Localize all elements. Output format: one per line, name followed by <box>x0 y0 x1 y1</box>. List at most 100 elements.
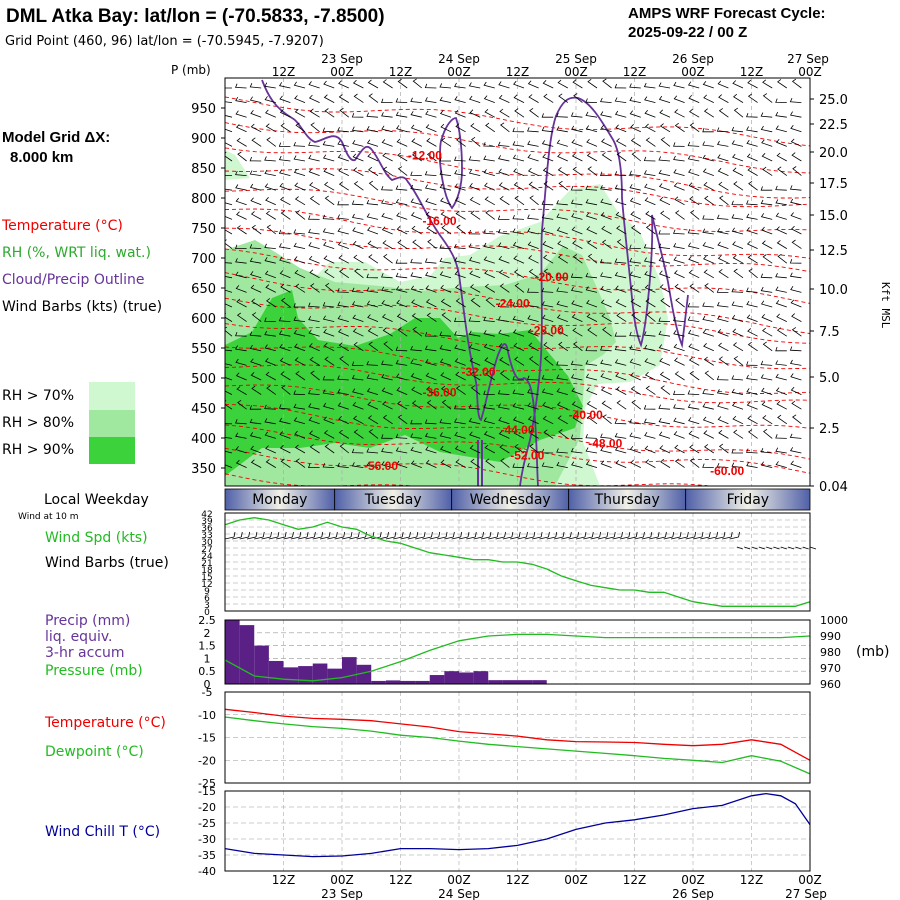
wind-barb <box>585 373 598 381</box>
panel-tick-label: -25 <box>198 777 216 790</box>
wind-barb <box>483 242 495 249</box>
panel-tick-label: 15 <box>201 573 212 583</box>
wind-barb <box>704 195 715 206</box>
wind-barb <box>512 141 525 147</box>
wind-barb <box>483 142 495 147</box>
wind-barb <box>527 241 539 249</box>
wind-barb <box>280 283 291 293</box>
wind-barb <box>586 387 598 395</box>
wind-barb <box>629 184 641 191</box>
wind-barb <box>658 169 671 176</box>
wind-barb <box>746 227 758 235</box>
wind-barb <box>513 80 525 89</box>
wind-barb <box>308 81 320 89</box>
wind-barb <box>790 198 802 206</box>
wind-barb <box>733 268 744 279</box>
wind-barb <box>249 83 262 89</box>
wind-barb <box>351 448 364 454</box>
wind-barb <box>775 212 787 220</box>
cross-section-panel: -56.00 -60.00 -52.00 -48.00 -44.00 -40.00 -36.… <box>191 77 848 495</box>
wind-barb <box>366 126 379 133</box>
wind-barb <box>293 155 306 162</box>
wind-barb <box>309 444 320 454</box>
wind-barb <box>718 429 729 439</box>
wind-barb <box>366 273 379 279</box>
wind-barb <box>498 343 510 352</box>
wind-barb <box>658 418 671 425</box>
wind-barb <box>760 360 773 366</box>
wind-barb <box>225 215 233 220</box>
rh-70-upper-patch <box>225 150 250 180</box>
wind-barb <box>366 448 379 454</box>
wind-barb <box>790 285 802 293</box>
wind-barb <box>760 199 773 206</box>
wind-barb <box>731 200 744 206</box>
wind-barb <box>294 444 306 454</box>
wind-barb <box>366 287 379 293</box>
wind-barb <box>337 402 349 410</box>
wind-barb <box>556 139 568 147</box>
wind-barb <box>225 349 233 352</box>
cross-section-axes: 350 400 450 500 550 600 650 700 750 800 850 900 950 2… <box>191 93 848 495</box>
wind-barb <box>469 357 481 366</box>
pressure-tick-label: 960 <box>820 678 841 691</box>
wind-barb <box>280 458 291 468</box>
wind-barb <box>455 210 466 220</box>
surface-wind-barb <box>707 531 719 540</box>
wind-barb <box>718 94 729 103</box>
wind-barb <box>454 358 466 366</box>
top-hour-label: 12Z <box>623 65 647 79</box>
wind-barb <box>454 317 466 322</box>
wind-barb <box>644 371 656 381</box>
wind-barb <box>512 154 525 162</box>
wind-barb <box>395 433 408 439</box>
wind-barb <box>687 229 700 235</box>
wind-barb <box>352 314 364 322</box>
cloud-outline-main <box>261 79 539 486</box>
wind-barb <box>585 360 598 366</box>
wind-barb <box>471 136 481 147</box>
wind-barb <box>570 286 583 293</box>
precip-label-3: 3-hr accum <box>45 645 125 661</box>
temperature-contour-label: -44.00 <box>500 423 534 437</box>
wind-barb <box>278 404 291 410</box>
top-hour-label: 12Z <box>506 65 530 79</box>
pressure-label: Pressure (mb) <box>45 663 143 679</box>
wind-barb <box>395 272 408 279</box>
wind-barb <box>761 240 773 249</box>
wind-barb <box>791 313 802 322</box>
wind-barb <box>483 155 495 162</box>
wind-barb <box>703 430 714 439</box>
wind-barb <box>410 460 422 468</box>
wind-barb <box>571 125 583 133</box>
wind-barb <box>499 444 510 454</box>
wind-barb <box>249 344 262 352</box>
temperature-contour-line <box>225 122 810 174</box>
wind-barb <box>570 273 583 279</box>
wind-barb <box>264 96 276 103</box>
surface-wind-barb <box>751 546 758 550</box>
wind-barb <box>643 82 656 89</box>
temperature-contour-line <box>225 297 810 344</box>
wind-barb <box>527 315 539 322</box>
wind-barb <box>702 154 714 162</box>
wind-barb <box>368 429 379 439</box>
wind-barb <box>600 299 612 308</box>
wind-barb <box>703 269 715 279</box>
wind-barb <box>366 461 379 468</box>
wind-barb <box>587 414 598 425</box>
bottom-hour-label: 00Z <box>330 873 354 887</box>
wind-barb <box>381 286 393 293</box>
wind-barb <box>731 462 744 468</box>
wind-barb <box>439 271 452 279</box>
wind-barb <box>426 386 437 395</box>
wind-barb <box>688 343 700 352</box>
temperature-contour-label: -52.00 <box>510 448 544 462</box>
wind-barb <box>571 212 583 220</box>
wind-barb <box>351 126 364 133</box>
wind-barb <box>775 273 787 279</box>
wind-barb <box>322 214 335 220</box>
wind-barb <box>585 125 598 133</box>
wind-barb <box>587 239 598 249</box>
temperature-contour-line <box>225 323 810 370</box>
